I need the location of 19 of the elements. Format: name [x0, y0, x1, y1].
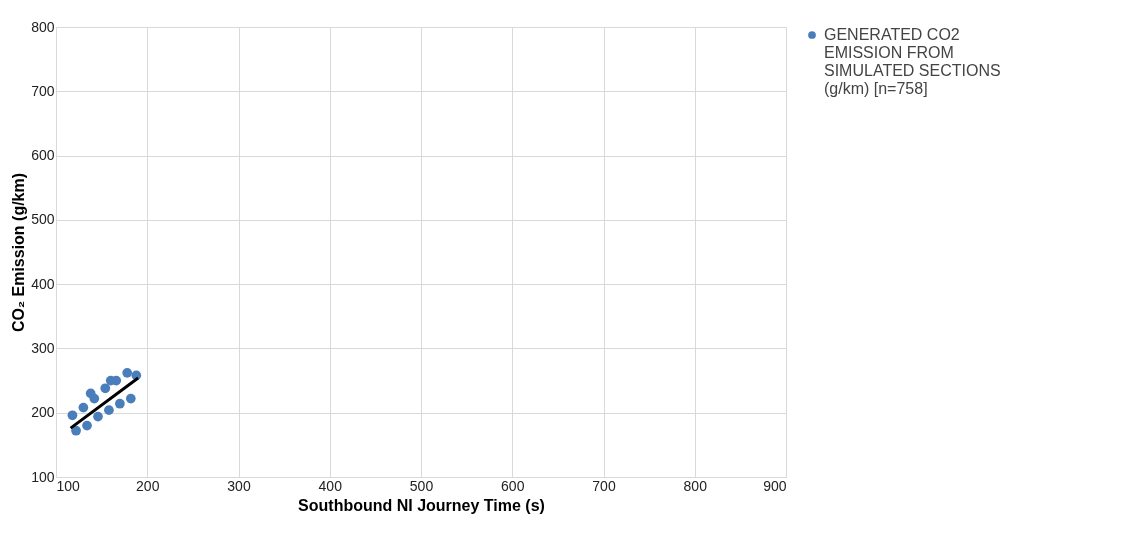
x-tick-label: 100	[56, 477, 81, 494]
x-tick-label: 800	[683, 477, 708, 494]
legend-label: GENERATED CO2 EMISSION FROM SIMULATED SECTIONS (g/km) [n=758]	[824, 26, 1001, 97]
y-axis-title: CO₂ Emission (g/km)	[10, 172, 28, 333]
x-tick-label: 700	[592, 477, 616, 494]
y-tick-label: 600	[31, 147, 55, 164]
y-tick-label: 400	[31, 275, 55, 292]
y-tick-label: 500	[31, 211, 55, 228]
x-tick-label: 600	[501, 477, 525, 494]
x-tick-label: 300	[227, 477, 251, 494]
x-tick-label: 200	[136, 477, 160, 494]
x-tick-label: 900	[763, 477, 787, 494]
y-tick-label: 700	[31, 82, 55, 99]
y-tick-label: 200	[31, 404, 55, 421]
x-tick-label: 500	[409, 477, 434, 494]
y-tick-label: 300	[31, 339, 55, 356]
x-axis-title: Southbound NI Journey Time (s)	[298, 496, 545, 514]
x-tick-label: 400	[318, 477, 343, 494]
y-tick-label: 800	[31, 18, 55, 35]
